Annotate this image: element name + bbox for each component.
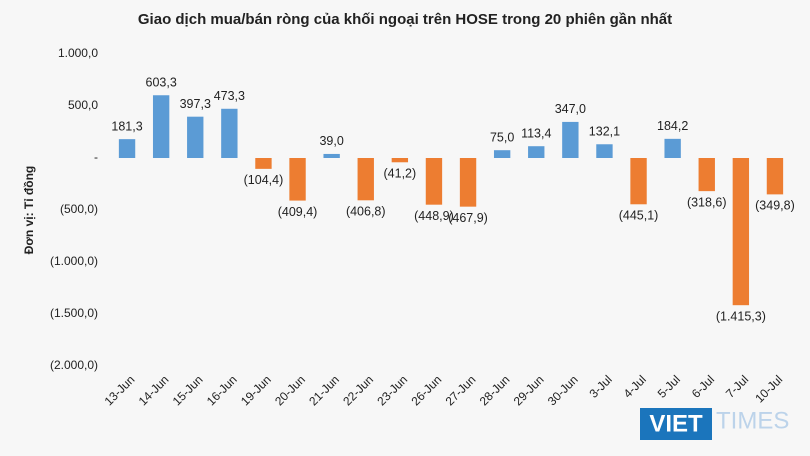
value-label: 603,3	[146, 76, 177, 90]
value-label: (349,8)	[755, 199, 795, 213]
value-label: (1.415,3)	[716, 309, 766, 323]
bar	[493, 150, 511, 158]
value-label: 397,3	[180, 97, 211, 111]
y-tick-label: (500,0)	[60, 202, 98, 216]
value-label: (406,8)	[346, 205, 386, 219]
bar	[357, 158, 374, 201]
bar	[732, 158, 750, 306]
logo: VIET TIMES	[640, 407, 789, 440]
value-label: 39,0	[319, 134, 343, 148]
value-label: (409,4)	[278, 205, 318, 219]
bar	[562, 121, 579, 158]
bar	[255, 158, 272, 169]
y-tick-label: (2.000,0)	[50, 358, 98, 372]
value-label: 347,0	[555, 102, 586, 116]
y-tick-label: -	[94, 150, 98, 164]
value-label: (448,9)	[414, 209, 454, 223]
value-label: 113,4	[521, 127, 551, 141]
bar	[664, 138, 681, 158]
bar	[289, 158, 306, 201]
y-tick-label: 1.000,0	[58, 46, 98, 60]
bar	[766, 158, 784, 195]
y-tick-label: (1.500,0)	[50, 306, 98, 320]
y-axis-label: Đơn vị: Tỉ đồng	[22, 166, 36, 255]
bar	[221, 108, 238, 158]
bar	[187, 116, 204, 158]
value-label: 75,0	[490, 130, 514, 144]
logo-left: VIET	[649, 410, 703, 437]
bar	[528, 146, 545, 158]
value-label: 181,3	[111, 119, 142, 133]
bar	[323, 153, 340, 158]
bar	[459, 158, 477, 207]
bar	[152, 95, 170, 158]
bar	[630, 158, 647, 205]
bar	[425, 158, 443, 205]
value-label: 473,3	[214, 89, 245, 103]
value-label: (445,1)	[619, 209, 659, 223]
value-label: 184,2	[657, 119, 688, 133]
logo-box	[640, 408, 712, 440]
value-label: (41,2)	[384, 167, 417, 181]
bar	[118, 139, 136, 158]
chart-title: Giao dịch mua/bán ròng của khối ngoại tr…	[138, 11, 672, 28]
bar	[596, 144, 613, 158]
value-label: (318,6)	[687, 195, 727, 209]
value-label: (467,9)	[448, 211, 488, 225]
logo-right: TIMES	[716, 407, 789, 434]
y-tick-label: 500,0	[68, 98, 98, 112]
value-label: 132,1	[589, 125, 620, 139]
value-label: (104,4)	[244, 173, 284, 187]
y-tick-label: (1.000,0)	[50, 254, 98, 268]
bar	[391, 158, 409, 163]
bar	[698, 158, 715, 192]
